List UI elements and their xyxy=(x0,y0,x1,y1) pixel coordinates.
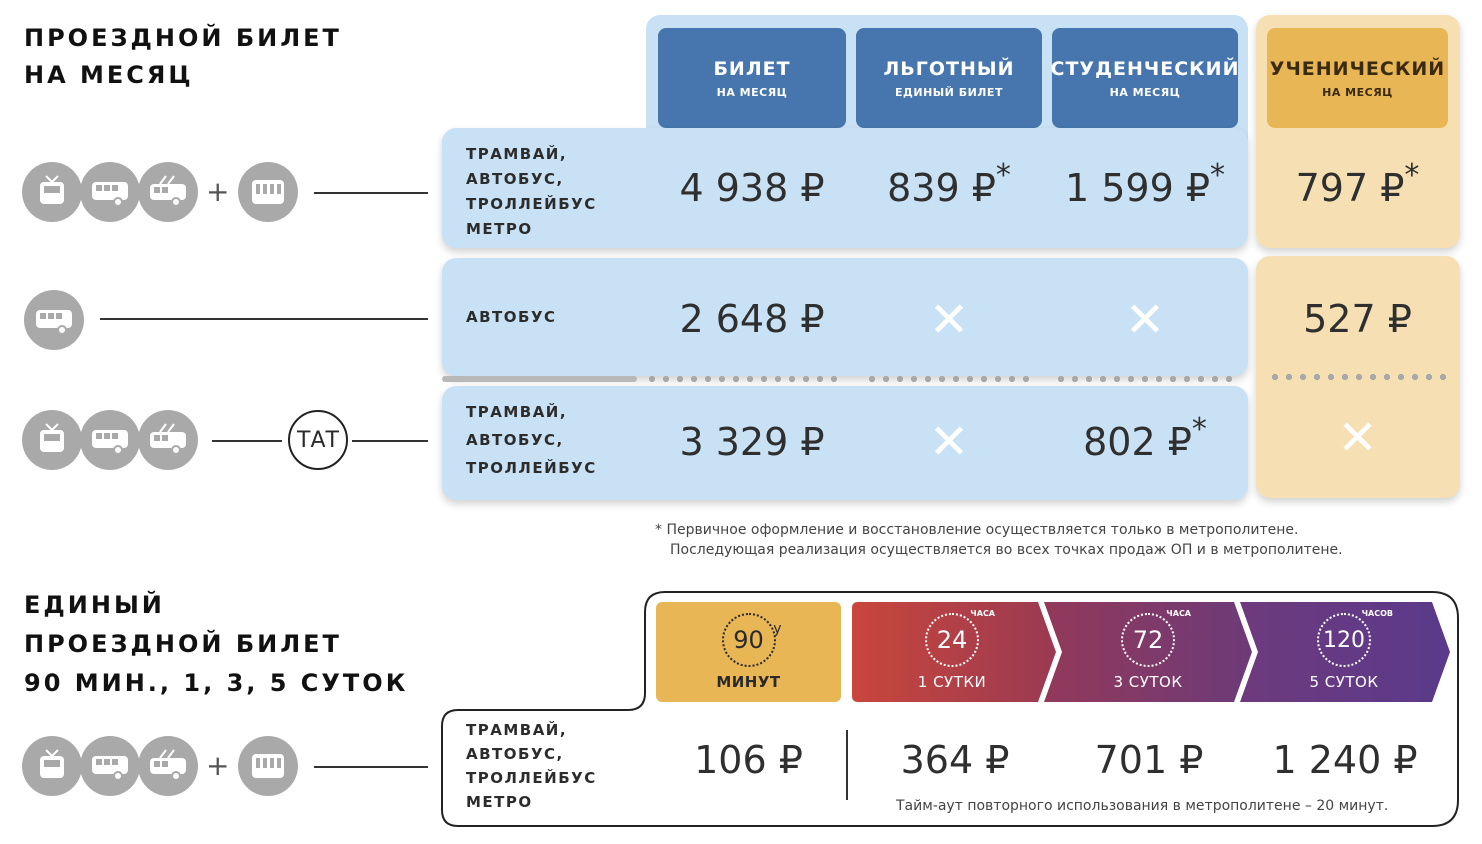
price-cell: 1 599 ₽* xyxy=(1064,158,1226,210)
price-cell: 2 648 ₽ xyxy=(679,297,825,341)
metro-train-icon xyxy=(238,162,298,222)
price-cell: 3 329 ₽ xyxy=(679,420,825,464)
separator-bar xyxy=(442,376,637,382)
header-discount-ticket: ЛЬГОТНЫЙ ЕДИНЫЙ БИЛЕТ xyxy=(856,28,1042,128)
price-cell: 701 ₽ xyxy=(1094,738,1204,782)
not-available-icon: ✕ xyxy=(928,292,970,348)
connector-line xyxy=(100,318,428,320)
row1-modes: ТРАМВАЙ, АВТОБУС, ТРОЛЛЕЙБУС МЕТРО xyxy=(466,145,597,238)
header-3days: 72 ЧАСА 3 СУТОК xyxy=(1113,609,1191,691)
price-cell: 4 938 ₽ xyxy=(679,166,825,210)
price-cell: 802 ₽* xyxy=(1083,412,1207,464)
price-cell: 106 ₽ xyxy=(694,738,803,782)
header-student-ticket: СТУДЕНЧЕСКИЙ НА МЕСЯЦ xyxy=(1051,28,1238,128)
price-cell: 364 ₽ xyxy=(900,738,1010,782)
plus-sign: + xyxy=(206,749,230,782)
row1-icons xyxy=(22,162,198,222)
single-ticket-title: ЕДИНЫЙ ПРОЕЗДНОЙ БИЛЕТ 90 МИН., 1, 3, 5 … xyxy=(24,591,409,697)
connector-line xyxy=(212,440,282,442)
price-cell: 1 240 ₽ xyxy=(1272,738,1418,782)
not-available-icon: ✕ xyxy=(928,414,970,470)
row2-modes: АВТОБУС xyxy=(466,308,557,326)
single-outline xyxy=(441,591,1459,827)
monthly-title: ПРОЕЗДНОЙ БИЛЕТ НА МЕСЯЦ xyxy=(24,24,342,89)
row1-panel xyxy=(442,128,1248,248)
connector-line xyxy=(352,440,428,442)
tram-icon xyxy=(22,410,82,470)
metro-train-icon xyxy=(238,736,298,796)
bus-icon xyxy=(80,162,140,222)
price-cell: 839 ₽* xyxy=(887,158,1011,210)
not-available-icon: ✕ xyxy=(1337,410,1378,466)
tram-icon xyxy=(22,736,82,796)
dot-separator xyxy=(865,376,1035,382)
price-cell: 527 ₽ xyxy=(1303,297,1412,341)
plus-sign: + xyxy=(206,175,230,208)
row2-panel xyxy=(442,258,1248,376)
bus-icon xyxy=(80,410,140,470)
price-cell: 797 ₽* xyxy=(1295,158,1420,210)
tram-icon xyxy=(22,162,82,222)
dot-separator xyxy=(1054,376,1238,382)
header-5days: 120 ЧАСОВ 5 СУТОК xyxy=(1309,609,1393,691)
dot-separator xyxy=(645,376,845,382)
header-1day: 24 ЧАСА 1 СУТКИ xyxy=(917,609,995,691)
bus-icon xyxy=(80,736,140,796)
connector-line xyxy=(314,766,428,768)
dot-separator xyxy=(1268,374,1450,380)
tat-badge: ТАТ xyxy=(288,410,348,470)
trolleybus-icon xyxy=(138,736,198,796)
trolleybus-icon xyxy=(138,410,198,470)
divider xyxy=(846,730,848,800)
connector-line xyxy=(314,192,428,194)
single-modes: ТРАМВАЙ, АВТОБУС, ТРОЛЛЕЙБУС МЕТРО xyxy=(466,721,597,811)
timeout-note: Тайм-аут повторного использования в метр… xyxy=(896,798,1389,814)
row3-modes: ТРАМВАЙ, АВТОБУС, ТРОЛЛЕЙБУС xyxy=(466,403,597,477)
bus-icon xyxy=(24,290,84,350)
footnote: * Первичное оформление и восстановление … xyxy=(655,522,1343,558)
header-pupil-ticket: УЧЕНИЧЕСКИЙ НА МЕСЯЦ xyxy=(1267,28,1448,128)
not-available-icon: ✕ xyxy=(1124,292,1166,348)
row3-icons xyxy=(22,410,198,470)
header-monthly-ticket: БИЛЕТ НА МЕСЯЦ xyxy=(658,28,846,128)
header-90min: 90 у МИНУТ xyxy=(656,602,841,702)
trolleybus-icon xyxy=(138,162,198,222)
single-icons xyxy=(22,736,198,796)
row3-panel xyxy=(442,386,1248,500)
